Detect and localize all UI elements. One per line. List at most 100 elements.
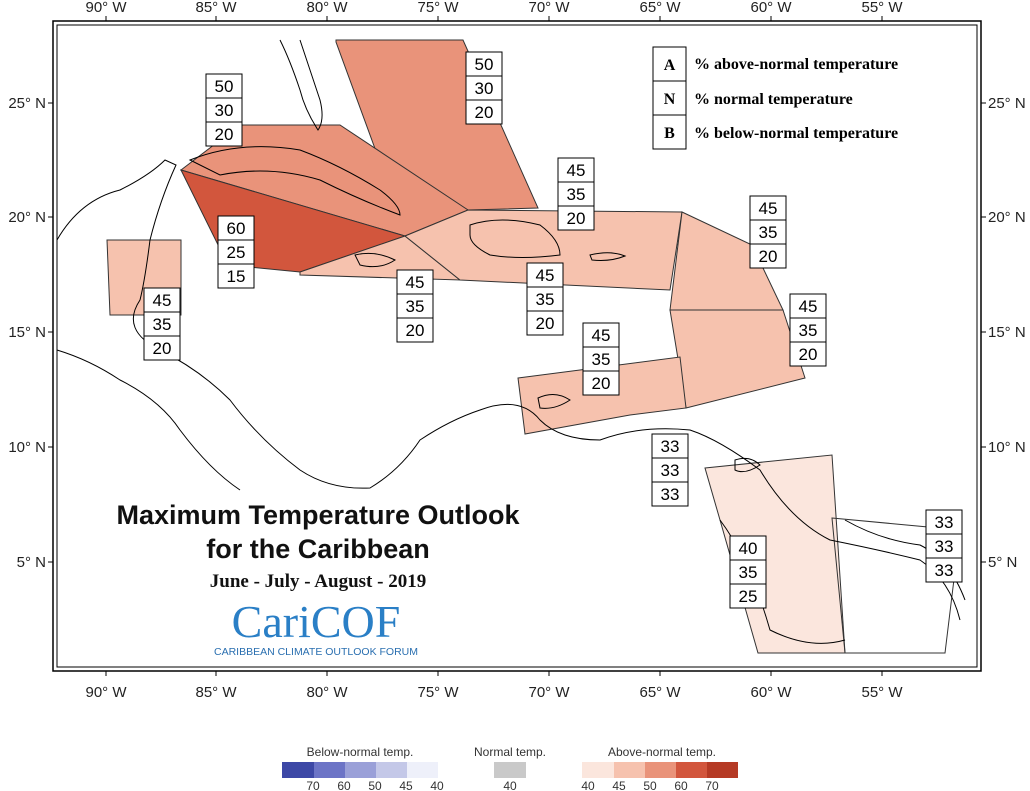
legend-swatch-above-70: [707, 762, 738, 778]
key-box: [652, 114, 687, 150]
legend-label: 50: [368, 779, 382, 791]
y-axis-left-labels: 25° N 20° N 15° N 10° N 5° N: [8, 95, 46, 571]
prob-cell: [217, 215, 255, 241]
prob-value-n: 35: [592, 350, 611, 369]
prob-cell: [789, 341, 827, 367]
region-guyana: [704, 454, 846, 654]
title-backdrop: [86, 492, 552, 660]
legend-label: 40: [503, 779, 517, 791]
prob-value-b: 20: [567, 209, 586, 228]
y-tick-label: 5° N: [988, 554, 1017, 571]
prob-value-a: 50: [215, 77, 234, 96]
prob-cell: [465, 99, 503, 125]
prob-value-a: 45: [153, 291, 172, 310]
prob-cell: [143, 287, 181, 313]
region-suriname-outline: [831, 517, 961, 654]
prob-value-a: 45: [406, 273, 425, 292]
y-tick-label: 20° N: [988, 209, 1026, 226]
prob-value-b: 25: [739, 587, 758, 606]
legend-below-title: Below-normal temp.: [307, 745, 414, 759]
prob-cell: [217, 263, 255, 289]
prob-value-a: 60: [227, 219, 246, 238]
prob-value-b: 20: [592, 374, 611, 393]
legend-label: 40: [581, 779, 595, 791]
prob-value-b: 33: [935, 561, 954, 580]
x-tick-label: 65° W: [639, 0, 681, 16]
legend-label: 45: [399, 779, 413, 791]
key-letter: N: [664, 91, 676, 108]
x-axis-bottom-labels: 90° W 85° W 80° W 75° W 70° W 65° W 60° …: [85, 684, 903, 701]
y-tick-label: 5° N: [17, 554, 46, 571]
legend-label: 70: [306, 779, 320, 791]
prob-cell: [749, 243, 787, 269]
prob-value-n: 25: [227, 243, 246, 262]
x-tick-label: 65° W: [639, 684, 681, 701]
x-axis-top-labels: 90° W 85° W 80° W 75° W 70° W 65° W 60° …: [85, 0, 903, 16]
prob-cell: [526, 286, 564, 312]
legend-label: 40: [430, 779, 444, 791]
prob-box-french-guiana: 33 33 33: [925, 509, 963, 583]
prob-cell: [729, 583, 767, 609]
x-tick-label: 60° W: [750, 684, 792, 701]
prob-cell: [789, 317, 827, 343]
prob-box-cuba: 50 30 20: [205, 73, 243, 147]
legend-label: 50: [643, 779, 657, 791]
legend-label: 45: [612, 779, 626, 791]
prob-value-n: 30: [215, 101, 234, 120]
prob-value-n: 35: [536, 290, 555, 309]
prob-value-n: 35: [799, 321, 818, 340]
legend-label: 60: [674, 779, 688, 791]
title-line2: for the Caribbean: [206, 534, 430, 564]
prob-value-b: 20: [475, 103, 494, 122]
prob-value-b: 20: [759, 247, 778, 266]
caricof-logo-subtitle: CARIBBEAN CLIMATE OUTLOOK FORUM: [214, 646, 418, 658]
x-tick-label: 75° W: [417, 684, 459, 701]
key-text: % below-normal temperature: [694, 125, 898, 142]
prob-value-b: 20: [153, 339, 172, 358]
key-letter: A: [664, 57, 676, 74]
prob-cell: [651, 433, 689, 459]
prob-value-b: 20: [799, 345, 818, 364]
probability-key: A N B % above-normal temperature % norma…: [652, 46, 898, 150]
prob-value-n: 35: [759, 223, 778, 242]
prob-cell: [729, 535, 767, 561]
prob-box-bahamas: 50 30 20: [465, 51, 503, 125]
prob-value-n: 33: [661, 461, 680, 480]
x-tick-label: 70° W: [528, 0, 570, 16]
prob-value-a: 45: [567, 161, 586, 180]
prob-cell: [651, 457, 689, 483]
legend-swatch-below-45: [376, 762, 407, 778]
title-block: Maximum Temperature Outlook for the Cari…: [86, 492, 552, 660]
prob-box-trinidad: 33 33 33: [651, 433, 689, 507]
y-tick-label: 10° N: [988, 439, 1026, 456]
legend-label: 70: [705, 779, 719, 791]
prob-cell: [465, 51, 503, 77]
prob-value-a: 45: [592, 326, 611, 345]
outlook-regions: [106, 39, 961, 654]
x-tick-label: 85° W: [195, 0, 237, 16]
prob-value-a: 45: [536, 266, 555, 285]
x-tick-label: 60° W: [750, 0, 792, 16]
prob-value-n: 30: [475, 79, 494, 98]
prob-box-hispaniola: 45 35 20: [526, 262, 564, 336]
prob-cell: [925, 557, 963, 583]
y-tick-label: 10° N: [8, 439, 46, 456]
prob-value-n: 35: [739, 563, 758, 582]
x-tick-label: 70° W: [528, 684, 570, 701]
legend-swatch-below-50: [345, 762, 376, 778]
prob-value-a: 50: [475, 55, 494, 74]
prob-value-n: 35: [406, 297, 425, 316]
prob-value-n: 35: [153, 315, 172, 334]
map-inner-frame: [56, 24, 978, 668]
key-box: [652, 80, 687, 116]
prob-cell: [651, 481, 689, 507]
prob-cell: [557, 205, 595, 231]
legend-label: 60: [337, 779, 351, 791]
y-tick-label: 20° N: [8, 209, 46, 226]
y-tick-label: 25° N: [8, 95, 46, 112]
prob-cell: [396, 317, 434, 343]
key-text: % above-normal temperature: [694, 56, 898, 73]
prob-box-guyana: 40 35 25: [729, 535, 767, 609]
legend-swatch-below-60: [314, 762, 345, 778]
prob-box-turks-caicos: 45 35 20: [557, 157, 595, 231]
